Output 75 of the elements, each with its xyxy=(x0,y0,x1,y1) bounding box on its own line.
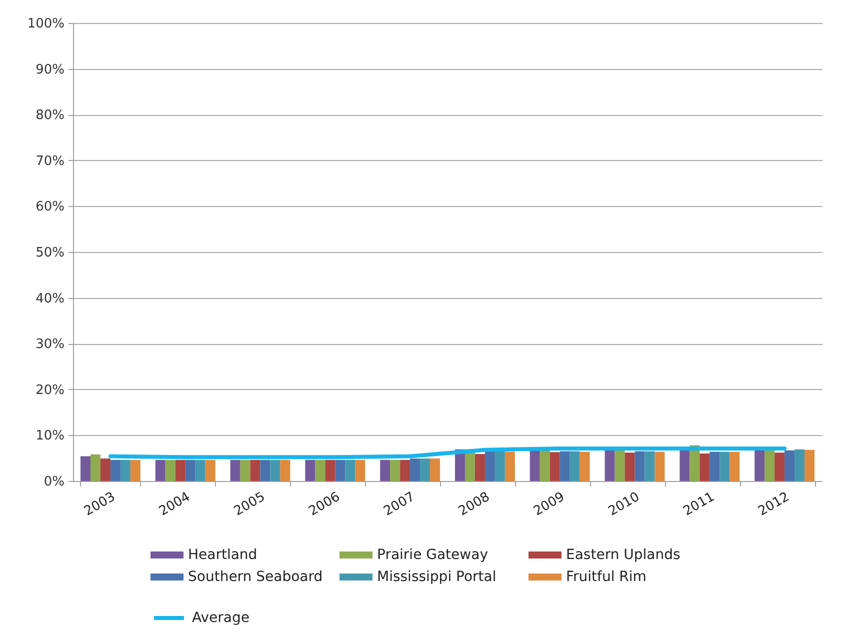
y-tick-label: 40% xyxy=(36,291,64,306)
bar xyxy=(130,460,140,481)
bar xyxy=(430,458,440,481)
bar xyxy=(764,448,775,481)
legend-label: Fruitful Rim xyxy=(566,569,646,585)
bar xyxy=(680,448,690,481)
bar xyxy=(794,449,805,481)
y-tick-label: 30% xyxy=(36,337,64,352)
bar xyxy=(195,460,206,481)
legend-label: Eastern Uplands xyxy=(566,547,680,563)
bar xyxy=(474,454,485,481)
bar xyxy=(315,460,326,481)
legend-label: Prairie Gateway xyxy=(377,547,488,563)
bar xyxy=(335,460,346,481)
bar xyxy=(380,460,390,481)
bar xyxy=(355,460,366,481)
bar xyxy=(240,460,250,481)
bar xyxy=(804,450,815,481)
legend-label: Mississippi Portal xyxy=(377,569,496,585)
bar xyxy=(654,452,665,481)
bar xyxy=(570,451,580,481)
legend-label: Heartland xyxy=(188,547,258,563)
y-tick-label: 0% xyxy=(44,474,64,490)
bar xyxy=(400,460,410,481)
legend-label: Southern Seaboard xyxy=(188,569,323,585)
bar xyxy=(550,452,560,481)
bar xyxy=(540,448,550,481)
bar xyxy=(100,458,110,481)
bar xyxy=(504,452,515,481)
bar xyxy=(260,460,270,481)
bar xyxy=(484,451,495,481)
bar xyxy=(175,460,186,481)
bar xyxy=(700,454,710,481)
bar xyxy=(420,458,430,481)
bar xyxy=(120,460,130,481)
bar xyxy=(165,460,176,481)
bar xyxy=(230,460,240,481)
bar xyxy=(270,460,280,481)
bar xyxy=(604,448,615,481)
y-tick-label: 100% xyxy=(27,16,64,32)
y-tick-label: 70% xyxy=(36,154,64,169)
y-tick-label: 90% xyxy=(36,62,64,78)
y-tick-label: 20% xyxy=(36,382,64,398)
bar xyxy=(205,460,216,481)
bar xyxy=(325,460,336,481)
bar xyxy=(305,460,316,481)
bar xyxy=(155,460,166,481)
bar xyxy=(280,460,290,481)
bar xyxy=(614,448,625,481)
bar xyxy=(634,451,645,481)
bar xyxy=(754,448,765,481)
bar xyxy=(710,452,720,481)
line-series xyxy=(108,446,787,460)
legend-label: Average xyxy=(192,610,250,626)
bar xyxy=(494,451,505,481)
bar xyxy=(80,456,90,481)
bar xyxy=(390,460,400,481)
bar xyxy=(644,451,655,481)
bar xyxy=(624,452,635,481)
bar xyxy=(730,452,740,481)
bar xyxy=(90,454,100,481)
bar xyxy=(560,451,570,481)
bar xyxy=(784,450,795,481)
bar xyxy=(410,458,420,481)
y-tick-label: 60% xyxy=(36,200,64,215)
y-tick-label: 80% xyxy=(36,108,64,124)
bar xyxy=(110,460,120,481)
y-tick-label: 10% xyxy=(36,428,64,444)
bar xyxy=(774,452,785,481)
y-tick-label: 50% xyxy=(36,246,64,260)
bar xyxy=(250,460,260,481)
bar xyxy=(580,452,590,481)
bar xyxy=(345,460,356,481)
bar xyxy=(185,460,196,481)
bar xyxy=(720,452,730,481)
